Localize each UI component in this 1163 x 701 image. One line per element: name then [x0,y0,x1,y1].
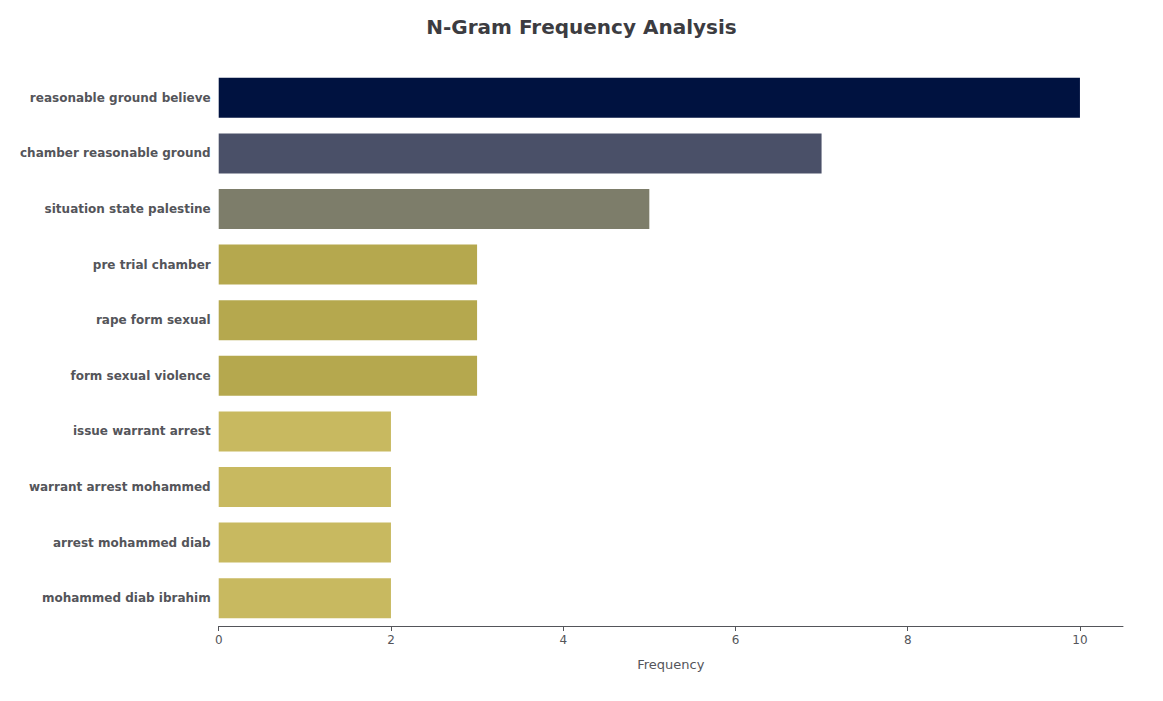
svg-text:10: 10 [1072,633,1087,647]
svg-text:situation state palestine: situation state palestine [45,202,211,216]
svg-text:2: 2 [387,633,395,647]
svg-text:6: 6 [732,633,740,647]
svg-text:Frequency: Frequency [637,657,704,672]
svg-text:issue warrant arrest: issue warrant arrest [73,424,211,438]
svg-text:chamber reasonable ground: chamber reasonable ground [20,146,211,160]
svg-text:0: 0 [215,633,223,647]
svg-text:reasonable ground believe: reasonable ground believe [30,91,211,105]
svg-text:form sexual violence: form sexual violence [70,369,210,383]
svg-text:pre trial chamber: pre trial chamber [93,258,211,272]
svg-text:N-Gram Frequency Analysis: N-Gram Frequency Analysis [426,15,736,39]
svg-text:8: 8 [904,633,912,647]
svg-text:arrest mohammed diab: arrest mohammed diab [53,536,211,550]
svg-text:4: 4 [559,633,567,647]
svg-text:rape form sexual: rape form sexual [96,313,211,327]
svg-text:warrant arrest mohammed: warrant arrest mohammed [29,480,211,494]
svg-text:mohammed diab ibrahim: mohammed diab ibrahim [42,591,211,605]
